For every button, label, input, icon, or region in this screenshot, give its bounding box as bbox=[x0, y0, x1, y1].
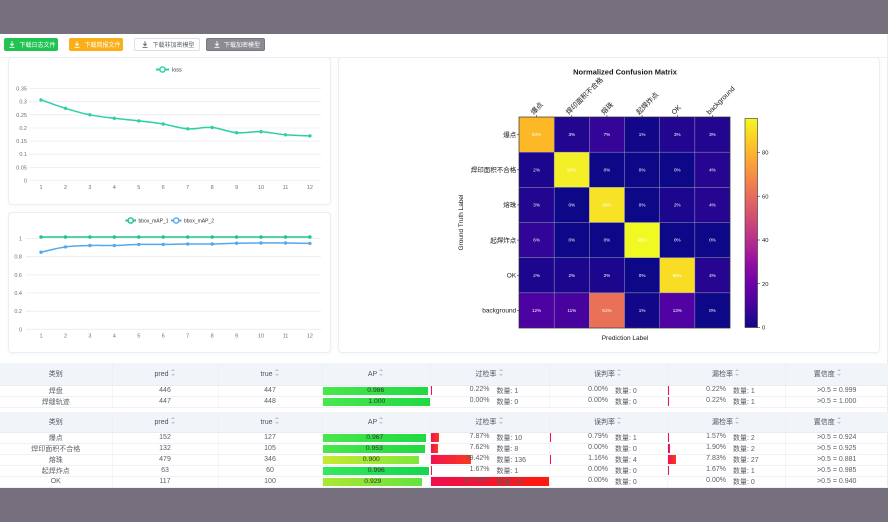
svg-text:10: 10 bbox=[258, 185, 264, 191]
svg-text:0.8: 0.8 bbox=[14, 255, 22, 261]
svg-text:11: 11 bbox=[283, 185, 289, 191]
svg-text:11: 11 bbox=[283, 334, 289, 340]
svg-text:2: 2 bbox=[64, 185, 67, 191]
svg-text:0: 0 bbox=[19, 327, 22, 333]
svg-text:3%: 3% bbox=[709, 132, 716, 137]
svg-text:1%: 1% bbox=[639, 132, 646, 137]
svg-text:3%: 3% bbox=[568, 132, 575, 137]
svg-text:bbox_mAP_1: bbox_mAP_1 bbox=[139, 219, 169, 225]
svg-text:0%: 0% bbox=[568, 203, 575, 208]
svg-text:0.6: 0.6 bbox=[14, 273, 22, 279]
svg-text:2%: 2% bbox=[674, 203, 681, 208]
svg-text:起焊炸点: 起焊炸点 bbox=[490, 235, 517, 244]
svg-text:0%: 0% bbox=[674, 167, 681, 172]
svg-text:89%: 89% bbox=[673, 273, 682, 278]
svg-text:3%: 3% bbox=[674, 132, 681, 137]
svg-text:1: 1 bbox=[39, 185, 42, 191]
svg-text:2%: 2% bbox=[604, 273, 611, 278]
svg-text:0%: 0% bbox=[639, 167, 646, 172]
svg-text:2%: 2% bbox=[533, 273, 540, 278]
svg-text:Ground Truth Label: Ground Truth Label bbox=[458, 194, 465, 251]
svg-text:2%: 2% bbox=[533, 167, 540, 172]
svg-text:12: 12 bbox=[307, 334, 313, 340]
svg-text:3: 3 bbox=[88, 185, 91, 191]
svg-text:12%: 12% bbox=[532, 308, 541, 313]
svg-text:60: 60 bbox=[762, 194, 768, 200]
svg-text:loss: loss bbox=[172, 68, 182, 74]
svg-text:OK: OK bbox=[507, 273, 517, 280]
svg-text:0%: 0% bbox=[674, 238, 681, 243]
svg-text:4: 4 bbox=[113, 334, 116, 340]
svg-text:80: 80 bbox=[762, 151, 768, 157]
svg-text:1%: 1% bbox=[639, 308, 646, 313]
svg-text:0.3: 0.3 bbox=[19, 100, 27, 106]
svg-text:9: 9 bbox=[235, 185, 238, 191]
svg-text:4: 4 bbox=[113, 185, 116, 191]
svg-text:6: 6 bbox=[162, 334, 165, 340]
svg-text:95%: 95% bbox=[637, 238, 646, 243]
svg-text:0.4: 0.4 bbox=[14, 291, 22, 297]
svg-text:0.1: 0.1 bbox=[19, 152, 27, 158]
svg-text:0%: 0% bbox=[568, 238, 575, 243]
svg-text:2: 2 bbox=[64, 334, 67, 340]
svg-text:bbox_mAP_2: bbox_mAP_2 bbox=[184, 219, 214, 225]
svg-text:7: 7 bbox=[186, 185, 189, 191]
svg-text:background: background bbox=[482, 308, 516, 315]
svg-text:0.25: 0.25 bbox=[16, 113, 27, 119]
svg-text:2%: 2% bbox=[568, 273, 575, 278]
svg-text:20: 20 bbox=[762, 282, 768, 288]
svg-text:Normalized Confusion Matrix: Normalized Confusion Matrix bbox=[573, 68, 678, 77]
svg-text:爆点: 爆点 bbox=[503, 130, 517, 139]
svg-text:7%: 7% bbox=[604, 132, 611, 137]
svg-text:6%: 6% bbox=[533, 238, 540, 243]
svg-text:爆点: 爆点 bbox=[529, 100, 545, 116]
svg-text:0.35: 0.35 bbox=[16, 87, 27, 93]
svg-text:0.15: 0.15 bbox=[16, 139, 27, 145]
svg-text:0.2: 0.2 bbox=[19, 126, 27, 132]
svg-text:熔珠: 熔珠 bbox=[503, 200, 517, 209]
svg-text:5: 5 bbox=[137, 185, 140, 191]
svg-text:83%: 83% bbox=[532, 132, 541, 137]
svg-text:0: 0 bbox=[24, 179, 27, 185]
svg-text:0.2: 0.2 bbox=[14, 309, 22, 315]
svg-text:background: background bbox=[706, 86, 737, 117]
svg-text:Prediction Label: Prediction Label bbox=[602, 335, 649, 342]
svg-text:焊印面积不合格: 焊印面积不合格 bbox=[471, 165, 517, 174]
svg-text:0%: 0% bbox=[709, 238, 716, 243]
svg-text:0%: 0% bbox=[639, 273, 646, 278]
svg-text:5: 5 bbox=[137, 334, 140, 340]
svg-text:10: 10 bbox=[258, 334, 264, 340]
svg-text:9: 9 bbox=[235, 334, 238, 340]
svg-text:0%: 0% bbox=[604, 238, 611, 243]
svg-text:11%: 11% bbox=[567, 308, 576, 313]
svg-text:焊印面积不合格: 焊印面积不合格 bbox=[564, 75, 605, 116]
svg-text:7: 7 bbox=[186, 334, 189, 340]
svg-text:0%: 0% bbox=[604, 167, 611, 172]
svg-text:3%: 3% bbox=[533, 203, 540, 208]
svg-text:12: 12 bbox=[307, 185, 313, 191]
svg-text:1: 1 bbox=[19, 237, 22, 243]
svg-text:8: 8 bbox=[211, 334, 214, 340]
svg-text:0: 0 bbox=[762, 326, 765, 332]
svg-text:4%: 4% bbox=[709, 203, 716, 208]
svg-text:90%: 90% bbox=[602, 203, 611, 208]
svg-text:熔珠: 熔珠 bbox=[599, 100, 615, 116]
svg-text:8: 8 bbox=[211, 185, 214, 191]
svg-text:61%: 61% bbox=[602, 308, 611, 313]
svg-text:4%: 4% bbox=[709, 273, 716, 278]
svg-text:0.05: 0.05 bbox=[16, 165, 27, 171]
svg-text:0%: 0% bbox=[709, 308, 716, 313]
svg-text:4%: 4% bbox=[709, 167, 716, 172]
svg-text:1: 1 bbox=[39, 334, 42, 340]
svg-text:OK: OK bbox=[671, 104, 683, 116]
svg-text:13%: 13% bbox=[673, 308, 682, 313]
svg-text:0%: 0% bbox=[639, 203, 646, 208]
svg-text:6: 6 bbox=[162, 185, 165, 191]
svg-text:93%: 93% bbox=[567, 167, 576, 172]
svg-text:3: 3 bbox=[88, 334, 91, 340]
svg-text:起焊炸点: 起焊炸点 bbox=[634, 90, 660, 116]
svg-text:40: 40 bbox=[762, 238, 768, 244]
